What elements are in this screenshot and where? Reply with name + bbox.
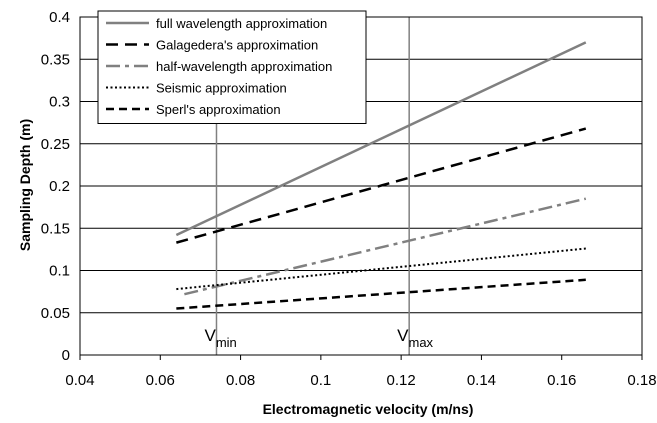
- x-tick-label: 0.1: [310, 372, 331, 389]
- legend-label-3: half-wavelength approximation: [156, 59, 332, 74]
- legend: full wavelength approximation Galagedera'…: [97, 10, 367, 124]
- y-tick-label: 0.2: [49, 178, 70, 195]
- vmin-label: Vmin: [204, 326, 236, 350]
- x-tick-label: 0.16: [547, 372, 576, 389]
- y-tick-label: 0.35: [41, 51, 70, 68]
- legend-label-4: Seismic approximation: [156, 81, 287, 96]
- series-line-1: [175, 41, 587, 237]
- x-tick-label: 0.04: [65, 372, 94, 389]
- y-tick-label: 0.25: [41, 136, 70, 153]
- y-tick-label: 0.15: [41, 220, 70, 237]
- x-tick-label: 0.18: [627, 372, 656, 389]
- x-axis-title: Electromagnetic velocity (m/ns): [263, 401, 474, 417]
- x-tick-label: 0.06: [146, 372, 175, 389]
- x-tick-label: 0.14: [467, 372, 496, 389]
- x-tick-label: 0.08: [226, 372, 255, 389]
- y-tick-label: 0.4: [49, 9, 70, 26]
- tick-labels: 0 0.05 0.1 0.15 0.2 0.25 0.3 0.35 0.4 0.04 0.06 0.0…: [41, 9, 657, 389]
- y-axis-title: Sampling Depth (m): [17, 119, 33, 251]
- series-lines: [175, 41, 587, 310]
- legend-label-1: full wavelength approximation: [156, 16, 327, 31]
- series-line-2: [176, 127, 587, 244]
- legend-label-2: Galagedera's approximation: [156, 38, 318, 53]
- series-line-4: [176, 247, 586, 291]
- x-tick-label: 0.12: [387, 372, 416, 389]
- series-line-3: [184, 197, 587, 296]
- y-tick-label: 0.1: [49, 263, 70, 280]
- legend-label-5: Sperl's approximation: [156, 102, 281, 117]
- y-tick-label: 0.3: [49, 94, 70, 111]
- y-tick-label: 0: [62, 347, 70, 364]
- series-line-5: [176, 278, 586, 310]
- y-tick-label: 0.05: [41, 305, 70, 322]
- vmax-label: Vmax: [397, 326, 433, 350]
